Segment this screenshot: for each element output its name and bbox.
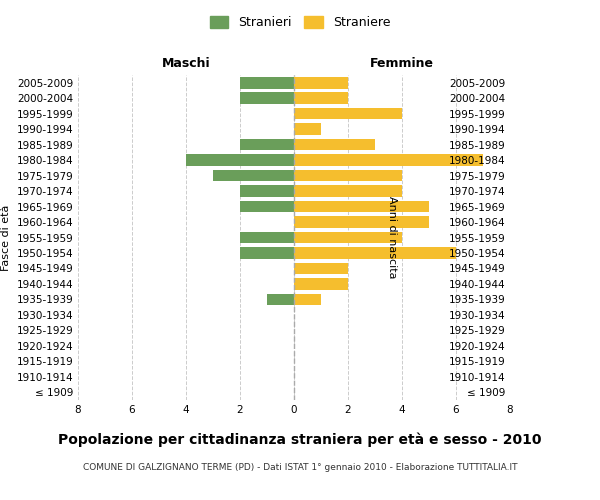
- Bar: [294, 124, 321, 135]
- Bar: [294, 294, 321, 305]
- Bar: [294, 232, 402, 243]
- Text: Femmine: Femmine: [370, 58, 434, 70]
- Text: COMUNE DI GALZIGNANO TERME (PD) - Dati ISTAT 1° gennaio 2010 - Elaborazione TUTT: COMUNE DI GALZIGNANO TERME (PD) - Dati I…: [83, 462, 517, 471]
- Bar: [267, 294, 294, 305]
- Bar: [240, 200, 294, 212]
- Bar: [294, 170, 402, 181]
- Bar: [294, 247, 456, 259]
- Bar: [294, 108, 402, 120]
- Bar: [294, 139, 375, 150]
- Bar: [294, 92, 348, 104]
- Bar: [240, 139, 294, 150]
- Bar: [294, 186, 402, 197]
- Bar: [240, 232, 294, 243]
- Y-axis label: Anni di nascita: Anni di nascita: [386, 196, 397, 279]
- Bar: [240, 92, 294, 104]
- Bar: [213, 170, 294, 181]
- Bar: [294, 200, 429, 212]
- Bar: [240, 186, 294, 197]
- Bar: [294, 278, 348, 289]
- Bar: [240, 77, 294, 88]
- Bar: [240, 247, 294, 259]
- Bar: [294, 216, 429, 228]
- Bar: [294, 77, 348, 88]
- Text: Maschi: Maschi: [161, 58, 211, 70]
- Bar: [294, 154, 483, 166]
- Text: Popolazione per cittadinanza straniera per età e sesso - 2010: Popolazione per cittadinanza straniera p…: [58, 432, 542, 447]
- Y-axis label: Fasce di età: Fasce di età: [1, 204, 11, 270]
- Bar: [186, 154, 294, 166]
- Bar: [294, 262, 348, 274]
- Legend: Stranieri, Straniere: Stranieri, Straniere: [205, 11, 395, 34]
